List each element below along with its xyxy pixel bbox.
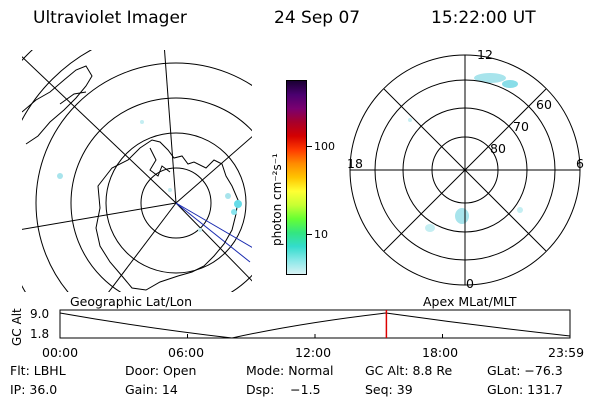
colorbar-tick-10 <box>307 234 312 235</box>
mlt-label-midnight: 0 <box>466 276 474 291</box>
auroral-emission-geo <box>57 120 242 232</box>
magnetic-polar-plot <box>408 73 523 232</box>
dsp-status: Dsp: −1.5 <box>246 382 321 397</box>
timeline-frame <box>59 309 571 339</box>
ip-status: IP: 36.0 <box>10 382 58 397</box>
gain-status: Gain: 14 <box>125 382 178 397</box>
right-panel-label: Apex MLat/MLT <box>423 294 517 309</box>
colorbar <box>286 80 307 275</box>
x-tick-label-0: 00:00 <box>42 345 79 360</box>
door-status: Door: Open <box>125 363 197 378</box>
timeline-y-max: 9.0 <box>30 307 50 321</box>
time-label: 15:22:00 UT <box>431 8 536 28</box>
mlt-label-noon: 12 <box>477 47 493 62</box>
instrument-title: Ultraviolet Imager <box>33 8 187 28</box>
polar-grid <box>349 54 581 286</box>
x-tick-label-2: 12:00 <box>295 345 332 360</box>
geographic-grid <box>22 50 252 292</box>
lat-label-60: 60 <box>536 97 552 112</box>
colorbar-label-100: 100 <box>314 140 335 153</box>
timeline-y-min: 1.8 <box>30 327 50 341</box>
mlt-label-dusk: 18 <box>347 156 363 171</box>
mlt-label-dawn: 6 <box>576 156 584 171</box>
date-label: 24 Sep 07 <box>274 8 361 28</box>
x-tick-label-3: 18:00 <box>422 345 459 360</box>
x-tick-label-4: 23:59 <box>548 345 585 360</box>
colorbar-tick-100 <box>307 146 312 147</box>
left-panel-label: Geographic Lat/Lon <box>70 294 192 309</box>
altitude-curve <box>59 312 571 339</box>
lat-label-70: 70 <box>513 119 529 134</box>
seq-status: Seq: 39 <box>365 382 413 397</box>
gc-alt-status: GC Alt: 8.8 Re <box>365 363 453 378</box>
auroral-emission-mag <box>408 73 523 232</box>
lat-label-80: 80 <box>490 141 506 156</box>
colorbar-label-10: 10 <box>314 228 328 241</box>
x-tick-label-1: 06:00 <box>168 345 205 360</box>
glat-status: GLat: −76.3 <box>487 363 563 378</box>
mode-status: Mode: Normal <box>246 363 334 378</box>
filter-status: Flt: LBHL <box>10 363 66 378</box>
glon-status: GLon: 131.7 <box>487 382 563 397</box>
